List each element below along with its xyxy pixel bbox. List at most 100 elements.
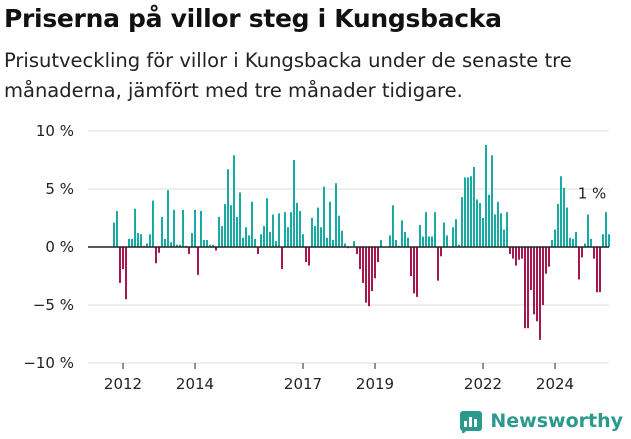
bar <box>530 247 532 290</box>
bar <box>488 194 490 247</box>
bar <box>476 199 478 247</box>
bar <box>239 192 241 247</box>
bar <box>443 222 445 247</box>
bar <box>155 247 157 264</box>
bar <box>377 247 379 263</box>
bar <box>380 240 382 247</box>
bar <box>278 213 280 247</box>
bar <box>428 236 430 247</box>
bar <box>164 238 166 247</box>
bar <box>437 247 439 281</box>
bar <box>122 247 124 270</box>
bar <box>395 240 397 247</box>
bar <box>335 183 337 247</box>
value-annotation: 1 % <box>578 185 607 203</box>
bar <box>473 166 475 247</box>
bar <box>332 240 334 247</box>
x-tick-label: 2017 <box>284 375 322 393</box>
bar <box>557 204 559 247</box>
bar <box>179 244 181 247</box>
bar <box>209 244 211 247</box>
bar <box>452 227 454 247</box>
bar <box>140 234 142 247</box>
bar <box>254 238 256 247</box>
x-tick-label: 2012 <box>104 375 142 393</box>
newsworthy-logo-icon <box>460 411 483 433</box>
bar <box>584 243 586 247</box>
bar <box>590 238 592 247</box>
bar <box>194 209 196 247</box>
bar <box>203 240 205 247</box>
bar <box>503 229 505 247</box>
bar <box>587 214 589 247</box>
bar <box>554 229 556 247</box>
bar <box>305 247 307 263</box>
bar <box>512 247 514 259</box>
bar <box>233 155 235 247</box>
bar <box>161 216 163 247</box>
y-tick-label: −5 % <box>33 296 74 314</box>
bar <box>251 201 253 247</box>
newsworthy-brand: Newsworthy <box>460 409 623 433</box>
bar <box>218 216 220 247</box>
bar <box>146 243 148 247</box>
bar <box>542 247 544 305</box>
y-tick-label: 0 % <box>45 238 74 256</box>
bar <box>299 211 301 247</box>
bar <box>284 212 286 247</box>
bar <box>521 247 523 259</box>
x-tick-label: 2019 <box>356 375 394 393</box>
bar <box>581 247 583 258</box>
annotations: 1 % <box>578 185 607 203</box>
bars <box>113 144 610 340</box>
bar <box>374 247 376 279</box>
bar <box>323 186 325 247</box>
bar <box>455 219 457 247</box>
bar <box>365 247 367 303</box>
bar <box>158 247 160 253</box>
bar <box>353 241 355 247</box>
bar <box>572 238 574 247</box>
bar <box>551 240 553 247</box>
brand-name: Newsworthy <box>490 410 623 432</box>
bar <box>533 247 535 315</box>
bar <box>464 177 466 247</box>
bar <box>191 233 193 247</box>
bar <box>491 155 493 247</box>
bar <box>506 212 508 247</box>
bar <box>245 227 247 247</box>
bar <box>236 216 238 247</box>
bar <box>482 218 484 247</box>
bar <box>206 240 208 247</box>
bar <box>290 212 292 247</box>
bar <box>404 231 406 247</box>
bar <box>152 200 154 247</box>
bar <box>341 230 343 247</box>
bar <box>563 187 565 247</box>
bar <box>200 211 202 247</box>
bar <box>479 202 481 247</box>
bar <box>410 247 412 276</box>
bar <box>173 209 175 247</box>
bar <box>434 212 436 247</box>
bar <box>392 205 394 247</box>
bar <box>182 209 184 247</box>
bar <box>401 220 403 247</box>
bar <box>311 218 313 247</box>
bar <box>197 247 199 275</box>
bar <box>485 144 487 247</box>
bar <box>119 247 121 283</box>
bar <box>302 234 304 247</box>
bar <box>113 222 115 247</box>
bar <box>500 213 502 247</box>
bar <box>458 244 460 247</box>
gridlines <box>88 130 609 364</box>
bar <box>215 247 217 251</box>
bar <box>524 247 526 329</box>
bar <box>422 236 424 247</box>
bar <box>356 247 358 254</box>
bar <box>248 235 250 247</box>
bar <box>308 247 310 266</box>
bar <box>425 212 427 247</box>
bar <box>566 207 568 247</box>
